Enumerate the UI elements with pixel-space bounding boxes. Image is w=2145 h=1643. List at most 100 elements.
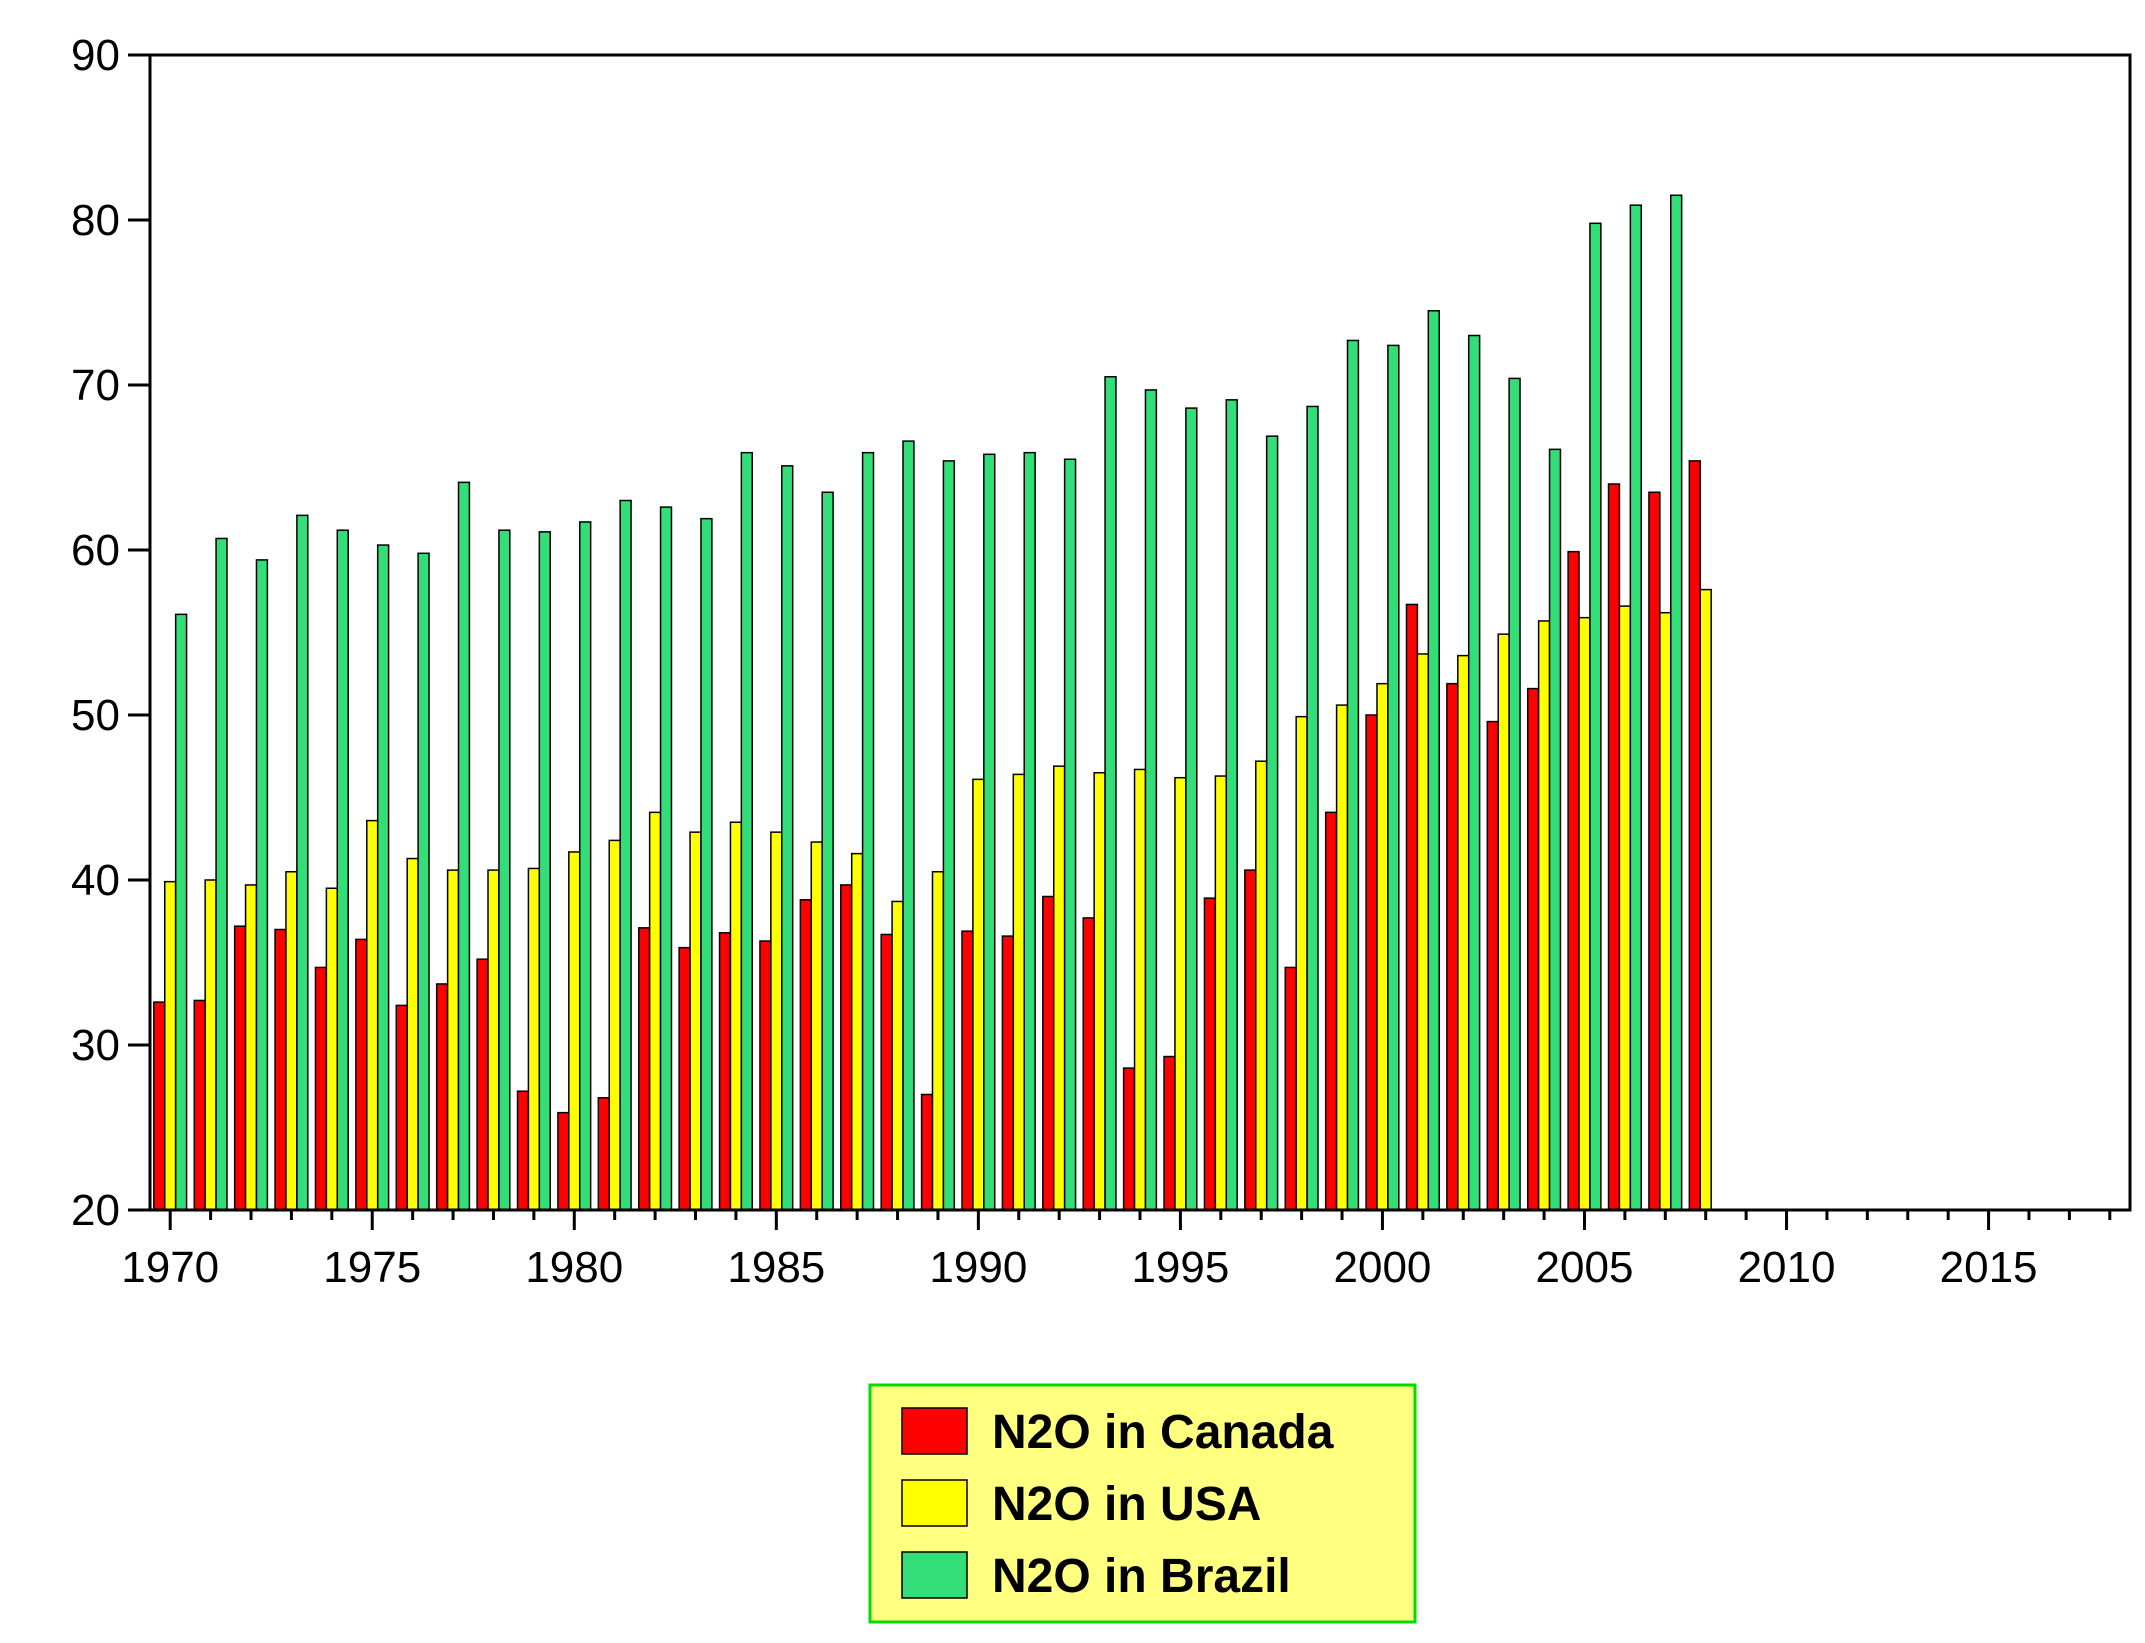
bar-n2o-in-brazil-1971: [215, 537, 228, 1211]
bar-n2o-in-usa-1978: [487, 869, 500, 1211]
y-tick-label: 70: [71, 361, 120, 410]
x-tick-label: 2000: [1334, 1243, 1432, 1292]
bar-n2o-in-canada-1992: [1042, 895, 1055, 1211]
bar-n2o-in-canada-1994: [1122, 1067, 1136, 1211]
bar-n2o-in-usa-1970: [164, 880, 177, 1211]
bar-n2o-in-canada-1976: [395, 1004, 408, 1211]
bar-n2o-in-canada-1998: [1284, 966, 1297, 1211]
bar-n2o-in-usa-1998: [1295, 715, 1308, 1211]
bar-n2o-in-brazil-1978: [498, 529, 511, 1211]
bar-n2o-in-canada-1987: [840, 884, 853, 1211]
bar-n2o-in-canada-2007: [1648, 491, 1661, 1211]
bar-n2o-in-usa-1979: [527, 867, 541, 1211]
bar-n2o-in-canada-1980: [557, 1111, 570, 1211]
y-tick-label: 50: [71, 691, 120, 740]
x-tick-label: 1995: [1131, 1243, 1229, 1292]
bar-n2o-in-canada-1990: [961, 930, 974, 1211]
bar-n2o-in-usa-1982: [648, 811, 662, 1211]
bar-n2o-in-brazil-2005: [1589, 222, 1602, 1211]
bar-n2o-in-canada-1986: [799, 899, 813, 1211]
bar-n2o-in-usa-1980: [568, 851, 581, 1211]
bar-n2o-in-canada-1982: [637, 927, 651, 1211]
bar-n2o-in-canada-1970: [153, 1001, 166, 1211]
bar-n2o-in-brazil-2000: [1387, 344, 1400, 1211]
y-tick-label: 80: [71, 196, 120, 245]
bar-n2o-in-canada-2008: [1688, 460, 1702, 1211]
bar-n2o-in-usa-1984: [729, 821, 743, 1211]
legend-swatch-n2o-in-usa: [901, 1479, 968, 1527]
x-tick-label: 1970: [121, 1243, 219, 1292]
legend-label-n2o-in-canada: N2O in Canada: [992, 1406, 1334, 1459]
bar-n2o-in-brazil-1988: [902, 440, 915, 1211]
bar-n2o-in-usa-1981: [608, 839, 621, 1211]
y-tick-label: 60: [71, 526, 120, 575]
bar-n2o-in-usa-1988: [891, 900, 904, 1211]
bar-n2o-in-canada-1991: [1001, 935, 1015, 1211]
bar-n2o-in-brazil-2002: [1467, 334, 1481, 1211]
bar-n2o-in-brazil-2006: [1629, 204, 1643, 1211]
bar-n2o-in-brazil-1998: [1306, 405, 1319, 1211]
bar-n2o-in-usa-1989: [931, 871, 945, 1211]
legend-label-n2o-in-brazil: N2O in Brazil: [992, 1550, 1291, 1603]
bar-n2o-in-brazil-1972: [255, 559, 269, 1211]
bar-n2o-in-brazil-2004: [1548, 448, 1562, 1211]
bar-n2o-in-usa-1976: [406, 857, 419, 1211]
bar-n2o-in-usa-2002: [1457, 654, 1470, 1211]
bar-n2o-in-canada-1996: [1203, 897, 1217, 1211]
bar-n2o-in-usa-1983: [689, 831, 702, 1211]
bar-n2o-in-usa-1991: [1012, 773, 1025, 1211]
bar-n2o-in-usa-1986: [810, 841, 823, 1211]
bar-n2o-in-usa-1975: [366, 819, 379, 1211]
bar-n2o-in-brazil-2001: [1427, 310, 1440, 1211]
bar-n2o-in-canada-1971: [193, 999, 206, 1211]
bar-n2o-in-canada-2004: [1526, 687, 1540, 1211]
legend-swatch-n2o-in-canada: [901, 1407, 968, 1455]
bar-n2o-in-canada-1985: [759, 940, 772, 1211]
bar-n2o-in-usa-2001: [1416, 653, 1430, 1211]
bar-n2o-in-usa-2006: [1618, 605, 1632, 1211]
bar-n2o-in-brazil-1997: [1265, 435, 1279, 1211]
bar-n2o-in-canada-1999: [1324, 811, 1338, 1211]
bar-n2o-in-canada-2001: [1405, 603, 1419, 1211]
bar-n2o-in-brazil-1975: [376, 544, 390, 1211]
bar-n2o-in-canada-1972: [233, 925, 247, 1211]
bar-n2o-in-usa-2004: [1537, 620, 1551, 1211]
bar-n2o-in-canada-2005: [1567, 550, 1580, 1211]
bar-n2o-in-brazil-1990: [983, 453, 996, 1211]
bar-n2o-in-usa-1974: [325, 887, 339, 1211]
bar-n2o-in-canada-1977: [435, 983, 449, 1211]
bar-n2o-in-brazil-1980: [578, 521, 592, 1211]
bar-n2o-in-canada-1975: [355, 938, 368, 1211]
bar-n2o-in-brazil-1982: [659, 506, 673, 1211]
bar-n2o-in-brazil-1976: [417, 552, 430, 1211]
bar-n2o-in-canada-1995: [1163, 1055, 1176, 1211]
bar-n2o-in-brazil-1991: [1023, 451, 1036, 1211]
bar-n2o-in-canada-1984: [718, 932, 732, 1211]
bar-n2o-in-canada-2002: [1446, 682, 1459, 1211]
bar-n2o-in-canada-1981: [597, 1097, 610, 1211]
bar-n2o-in-brazil-1985: [781, 465, 794, 1211]
bar-n2o-in-canada-1989: [920, 1093, 934, 1211]
bar-n2o-in-usa-1987: [850, 852, 864, 1211]
bar-n2o-in-canada-1979: [516, 1090, 530, 1211]
bar-n2o-in-brazil-1983: [700, 517, 713, 1211]
bar-n2o-in-brazil-1992: [1063, 458, 1077, 1211]
bar-n2o-in-usa-1972: [244, 884, 258, 1211]
x-tick-label: 1990: [929, 1243, 1027, 1292]
x-tick-label: 2005: [1536, 1243, 1634, 1292]
bar-n2o-in-brazil-2007: [1670, 194, 1683, 1211]
bar-n2o-in-usa-1985: [770, 831, 783, 1211]
bar-n2o-in-brazil-1999: [1346, 339, 1360, 1211]
bar-n2o-in-brazil-1970: [174, 613, 188, 1211]
x-tick-label: 2015: [1940, 1243, 2038, 1292]
y-tick-label: 20: [71, 1186, 120, 1235]
bar-n2o-in-canada-1978: [476, 958, 489, 1211]
bar-n2o-in-brazil-1974: [336, 529, 349, 1211]
plot-frame: [148, 53, 2132, 1212]
bar-n2o-in-usa-1994: [1133, 768, 1147, 1211]
legend: N2O in Canada N2O in USA N2O in Brazil: [868, 1383, 1417, 1624]
bar-n2o-in-brazil-1989: [942, 460, 956, 1211]
x-tick-label: 1985: [727, 1243, 825, 1292]
bar-n2o-in-usa-2003: [1497, 633, 1510, 1211]
y-tick-label: 90: [71, 31, 120, 80]
